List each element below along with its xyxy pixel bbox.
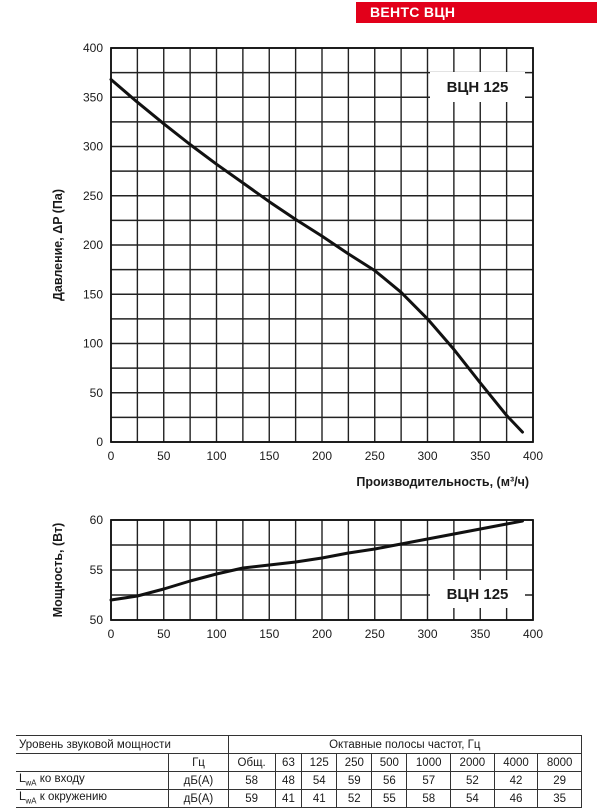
column-header: 8000 [537, 753, 582, 772]
x-tick-label: 350 [470, 449, 490, 463]
x-tick-label: 50 [157, 627, 171, 641]
table-cell: 58 [406, 789, 452, 808]
table-cell: 54 [450, 789, 495, 808]
y-tick-label: 50 [90, 613, 104, 627]
y-tick-label: 300 [83, 140, 103, 154]
y-tick-label: 350 [83, 90, 103, 104]
x-tick-label: 50 [157, 449, 171, 463]
x-tick-label: 200 [312, 449, 332, 463]
table-row: LwA к окружению дБ(А) 59 41 41 52 55 58 54 46 35 [16, 789, 582, 808]
column-header: 250 [336, 753, 373, 772]
x-tick-label: 350 [470, 627, 490, 641]
row-label: LwA ко входу [16, 771, 170, 790]
x-axis-label: Производительность, (м³/ч) [356, 475, 529, 489]
x-tick-label: 250 [365, 627, 385, 641]
y-tick-label: 100 [83, 337, 103, 351]
table-heading-right: Октавные полосы частот, Гц [227, 735, 583, 754]
table-header-spacer [16, 753, 170, 772]
table-unit-hz: Гц [168, 753, 229, 772]
table-cell: 52 [450, 771, 495, 790]
table-header-row: Гц Общ. 63 125 250 500 1000 2000 4000 8000 [16, 753, 582, 772]
x-tick-label: 400 [523, 627, 543, 641]
row-unit: дБ(А) [168, 771, 229, 790]
y-tick-label: 55 [90, 563, 104, 577]
plot-frame [110, 47, 534, 443]
x-tick-label: 200 [312, 627, 332, 641]
table-cell: 55 [371, 789, 408, 808]
column-header: 4000 [493, 753, 539, 772]
table-cell: 58 [227, 771, 276, 790]
y-tick-label: 200 [83, 238, 103, 252]
y-tick-label: 150 [83, 287, 103, 301]
x-tick-label: 300 [417, 449, 437, 463]
model-label-box [430, 580, 525, 608]
x-tick-label: 400 [523, 449, 543, 463]
x-tick-label: 150 [259, 449, 279, 463]
column-header: 125 [301, 753, 338, 772]
x-tick-label: 0 [108, 627, 115, 641]
x-tick-label: 100 [206, 449, 226, 463]
column-header: Общ. [227, 753, 276, 772]
x-tick-label: 150 [259, 627, 279, 641]
y-axis-label: Мощность, (Вт) [51, 523, 65, 618]
table-cell: 54 [301, 771, 338, 790]
y-tick-label: 60 [90, 513, 104, 527]
x-tick-label: 100 [206, 627, 226, 641]
table-cell: 29 [537, 771, 582, 790]
table-cell: 59 [336, 771, 373, 790]
table-cell: 35 [537, 789, 582, 808]
y-tick-label: 50 [90, 386, 104, 400]
pressure-chart: 0 50 100 150 200 250 300 350 400 0 50 100 150 200 250 3… [51, 41, 543, 489]
table-row: LwA ко входу дБ(А) 58 48 54 59 56 57 52 42 29 [16, 771, 582, 790]
table-cell: 41 [274, 789, 303, 808]
series-line [109, 519, 524, 602]
table-cell: 41 [301, 789, 338, 808]
table-heading-left: Уровень звуковой мощности [16, 735, 229, 754]
brand-header: ВЕНТС ВЦН [356, 2, 597, 23]
table-cell: 57 [406, 771, 452, 790]
model-label: ВЦН 125 [447, 79, 509, 96]
column-header: 63 [274, 753, 303, 772]
x-tick-label: 300 [417, 627, 437, 641]
table-cell: 42 [493, 771, 539, 790]
x-tick-label: 0 [108, 449, 115, 463]
model-label: ВЦН 125 [447, 586, 509, 603]
table-cell: 46 [493, 789, 539, 808]
plot-frame [110, 519, 534, 621]
column-header: 1000 [406, 753, 452, 772]
row-unit: дБ(А) [168, 789, 229, 808]
y-axis-label: Давление, ΔP (Па) [51, 189, 65, 301]
column-header: 500 [371, 753, 408, 772]
series-line [109, 78, 524, 434]
table-cell: 59 [227, 789, 276, 808]
table-cell: 52 [336, 789, 373, 808]
model-label-box [430, 72, 525, 102]
row-label: LwA к окружению [16, 789, 170, 808]
y-tick-label: 400 [83, 41, 103, 55]
column-header: 2000 [450, 753, 495, 772]
table-cell: 56 [371, 771, 408, 790]
table-cell: 48 [274, 771, 303, 790]
power-chart: 0 50 100 150 200 250 300 350 400 50 55 60 Мощность, … [51, 513, 543, 641]
sound-power-table: Уровень звуковой мощности Октавные полос… [16, 735, 583, 808]
y-tick-label: 250 [83, 189, 103, 203]
x-tick-label: 250 [365, 449, 385, 463]
y-tick-label: 0 [96, 435, 103, 449]
